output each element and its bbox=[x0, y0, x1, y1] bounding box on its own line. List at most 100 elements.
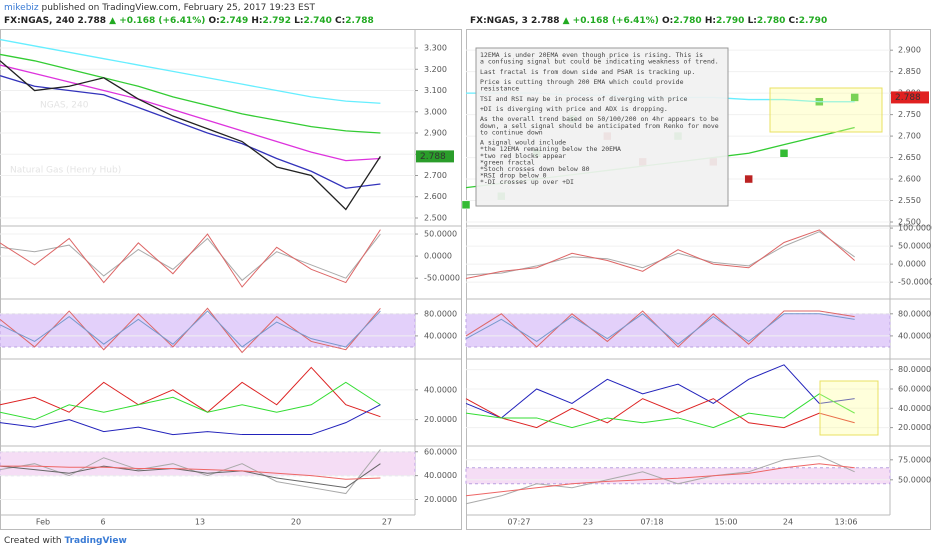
y-tick-label: 50.0000 bbox=[898, 242, 931, 251]
y-tick-label: 20.0000 bbox=[424, 415, 457, 424]
y-tick-label: -50.0000 bbox=[424, 274, 460, 283]
renko-brick bbox=[779, 149, 789, 158]
price: 2.788 bbox=[531, 16, 559, 26]
footer: Created with TradingView bbox=[4, 536, 127, 546]
ohlc-value: 2.780 bbox=[757, 16, 785, 26]
change: ▲ +0.168 (+6.41%) bbox=[109, 16, 205, 26]
watermark: Natural Gas (Henry Hub) bbox=[10, 166, 121, 176]
time-label: 24 bbox=[783, 518, 793, 527]
ohlc-value: 2.792 bbox=[262, 16, 290, 26]
y-tick-label: 40.0000 bbox=[898, 331, 931, 340]
y-tick-label: 40.0000 bbox=[424, 385, 457, 394]
y-tick-label: 2.700 bbox=[898, 132, 921, 141]
brand[interactable]: TradingView bbox=[64, 536, 126, 546]
y-tick-label: 3.200 bbox=[424, 65, 447, 74]
series-line bbox=[0, 404, 381, 436]
note-line: *two red blocks appear bbox=[480, 152, 566, 160]
note-line: *Stoch crosses down below 80 bbox=[480, 165, 590, 173]
series-line bbox=[0, 53, 381, 134]
ohlc-value: 2.780 bbox=[673, 16, 701, 26]
change: ▲ +0.168 (+6.41%) bbox=[563, 16, 659, 26]
note-line: *RSI drop below 0 bbox=[480, 172, 547, 180]
ohlc-label: C: bbox=[789, 16, 799, 26]
watermark: NGAS, 240 bbox=[40, 101, 89, 111]
y-tick-label: 100.0000 bbox=[898, 224, 932, 233]
note-line: *-DI crosses up over +DI bbox=[480, 178, 574, 186]
y-tick-label: 3.300 bbox=[424, 44, 447, 53]
symbol: FX:NGAS, 240 bbox=[4, 16, 74, 26]
y-tick-label: 60.0000 bbox=[424, 447, 457, 456]
ohlc-value: 2.790 bbox=[716, 16, 744, 26]
y-tick-label: 80.0000 bbox=[424, 309, 457, 318]
y-tick-label: 2.750 bbox=[898, 110, 921, 119]
time-label: 07:27 bbox=[507, 518, 530, 527]
series-line bbox=[0, 381, 381, 421]
y-tick-label: 2.850 bbox=[898, 67, 921, 76]
price-tag bbox=[891, 91, 929, 104]
ohlc-label: L: bbox=[748, 16, 757, 26]
series-line bbox=[0, 229, 381, 288]
ohlc-label: H: bbox=[705, 16, 716, 26]
series-line bbox=[0, 463, 381, 489]
y-tick-label: 20.0000 bbox=[424, 495, 457, 504]
series-line bbox=[465, 313, 855, 345]
time-label: 15:00 bbox=[714, 518, 737, 527]
highlight-box bbox=[819, 380, 879, 436]
series-line bbox=[0, 38, 381, 104]
ohlc-value: 2.749 bbox=[220, 16, 248, 26]
y-tick-label: 40.0000 bbox=[424, 331, 457, 340]
chart-frame bbox=[0, 29, 462, 530]
ohlc-label: O: bbox=[208, 16, 219, 26]
y-tick-label: 2.650 bbox=[898, 153, 921, 162]
series-line bbox=[465, 398, 855, 429]
price: 2.788 bbox=[78, 16, 106, 26]
note-line: to continue down bbox=[480, 128, 543, 136]
y-tick-label: 80.0000 bbox=[898, 309, 931, 318]
time-label: Feb bbox=[36, 518, 50, 527]
symbol-header: FX:NGAS, 240 2.788 ▲ +0.168 (+6.41%) O:2… bbox=[4, 16, 374, 26]
author[interactable]: mikebiz bbox=[4, 3, 39, 13]
note-line: *the 12EMA remaining below the 20EMA bbox=[480, 145, 621, 153]
header: mikebiz published on TradingView.com, Fe… bbox=[4, 3, 315, 13]
time-label: 6 bbox=[100, 518, 105, 527]
series-line bbox=[465, 455, 855, 505]
y-tick-label: 40.0000 bbox=[424, 471, 457, 480]
series-line bbox=[0, 465, 381, 480]
y-tick-label: 2.900 bbox=[424, 129, 447, 138]
band bbox=[0, 313, 416, 348]
note-line: +DI is diverging with price and ADX is d… bbox=[480, 105, 668, 113]
y-tick-label: 2.600 bbox=[898, 175, 921, 184]
renko-brick bbox=[744, 174, 753, 184]
note-line: a confusing signal but could be indicati… bbox=[480, 58, 719, 66]
published: published on TradingView.com, February 2… bbox=[42, 3, 316, 13]
note-line: 12EMA is under 20EMA even though price i… bbox=[480, 51, 703, 59]
ohlc-value: 2.788 bbox=[345, 16, 373, 26]
band bbox=[465, 467, 891, 485]
series-line bbox=[465, 229, 855, 280]
note-line: TSI and RSI may be in process of divergi… bbox=[480, 95, 687, 103]
note-line: resistance bbox=[480, 85, 519, 93]
series-line bbox=[465, 393, 855, 429]
time-label: 13 bbox=[195, 518, 205, 527]
created: Created with bbox=[4, 536, 62, 546]
series-line bbox=[465, 364, 855, 419]
y-tick-label: 0.0000 bbox=[898, 260, 926, 269]
y-tick-label: 50.0000 bbox=[898, 475, 931, 484]
note-line: *green fractal bbox=[480, 158, 535, 166]
price-tag-label: 2.788 bbox=[420, 152, 446, 162]
note-line: down, a sell signal should be anticipate… bbox=[480, 122, 719, 130]
ohlc-label: O: bbox=[662, 16, 673, 26]
note-box bbox=[475, 47, 729, 207]
time-label: 20 bbox=[291, 518, 301, 527]
y-tick-label: 2.500 bbox=[424, 213, 447, 222]
y-tick-label: 2.700 bbox=[424, 171, 447, 180]
time-label: 27 bbox=[382, 518, 392, 527]
note-line: Last fractal is from down side and PSAR … bbox=[480, 68, 695, 76]
series-line bbox=[0, 310, 381, 348]
note-line: As the overall trend based on 50/100/200… bbox=[480, 115, 719, 123]
series-line bbox=[0, 75, 381, 189]
series-line bbox=[0, 64, 381, 162]
series-line bbox=[465, 463, 855, 497]
y-tick-label: 3.100 bbox=[424, 86, 447, 95]
